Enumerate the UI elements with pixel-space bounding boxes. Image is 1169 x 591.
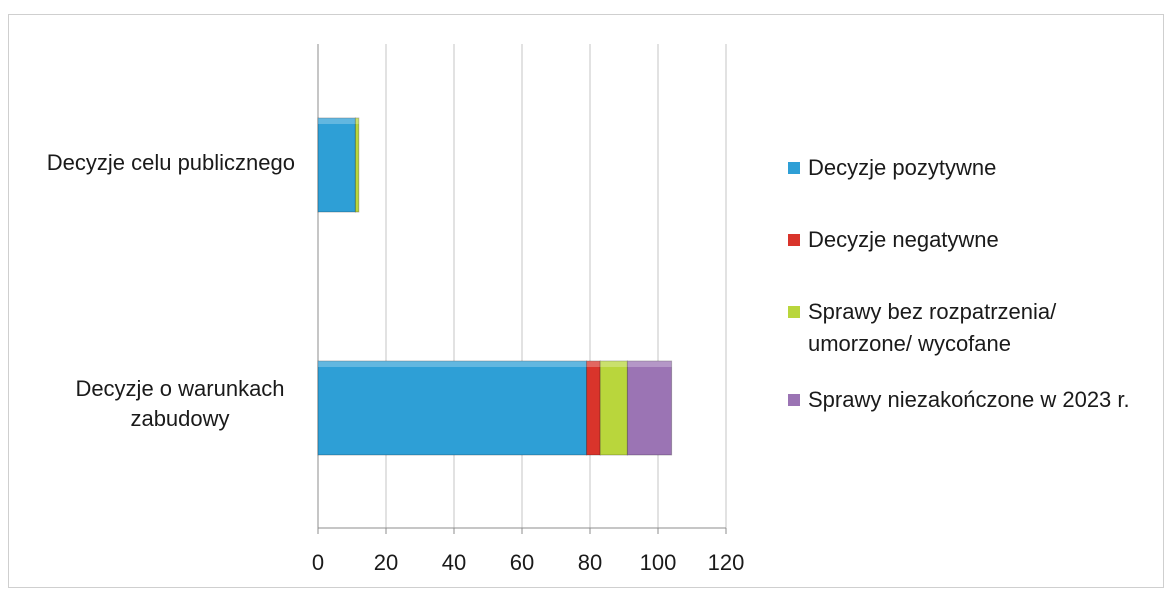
legend-item-no-decision: Sprawy bez rozpatrzenia/ umorzone/ wycof… <box>784 296 1164 360</box>
bar-segment <box>317 360 588 456</box>
bar-highlight <box>627 361 672 367</box>
legend-label: Sprawy bez rozpatrzenia/ <box>808 299 1057 324</box>
x-tick-label: 100 <box>640 550 677 575</box>
legend-item-unfinished: Sprawy niezakończone w 2023 r. <box>784 384 1164 416</box>
bar-segment <box>354 117 360 213</box>
x-tick-label: 0 <box>312 550 324 575</box>
category-label-line: Decyzje o warunkach <box>75 376 285 401</box>
bar-highlight <box>318 118 356 124</box>
bar-segment <box>626 360 673 456</box>
x-tick-label: 20 <box>374 550 398 575</box>
bar-highlight <box>586 361 601 367</box>
x-tick-label: 40 <box>442 550 466 575</box>
legend-label: Decyzje negatywne <box>808 227 999 252</box>
bar-segment <box>586 360 601 456</box>
category-label-line: zabudowy <box>130 406 230 431</box>
bar-segment <box>317 117 356 213</box>
legend-swatch-no-decision <box>788 306 800 318</box>
chart-frame <box>8 14 1164 588</box>
bar-segment <box>599 360 628 456</box>
legend-item-positive: Decyzje pozytywne <box>784 152 1164 184</box>
category-label-building-conditions: Decyzje o warunkach zabudowy <box>0 374 360 434</box>
legend-label: Decyzje pozytywne <box>808 155 997 180</box>
bar-highlight <box>355 118 359 124</box>
legend-swatch-unfinished <box>788 394 800 406</box>
x-tick-label: 80 <box>578 550 602 575</box>
bar-highlight <box>318 361 587 367</box>
legend-swatch-positive <box>788 162 800 174</box>
x-tick-label: 120 <box>708 550 745 575</box>
category-label-public-purpose: Decyzje celu publicznego <box>0 148 295 178</box>
legend-item-negative: Decyzje negatywne <box>784 224 1164 256</box>
bar-highlight <box>600 361 628 367</box>
legend-label: umorzone/ wycofane <box>808 331 1011 356</box>
legend-swatch-negative <box>788 234 800 246</box>
category-label-text: Decyzje celu publicznego <box>46 150 295 175</box>
legend-label: Sprawy niezakończone w 2023 r. <box>808 387 1130 412</box>
chart-legend: Decyzje pozytywne Decyzje negatywne Spra… <box>784 152 1164 440</box>
x-tick-label: 60 <box>510 550 534 575</box>
